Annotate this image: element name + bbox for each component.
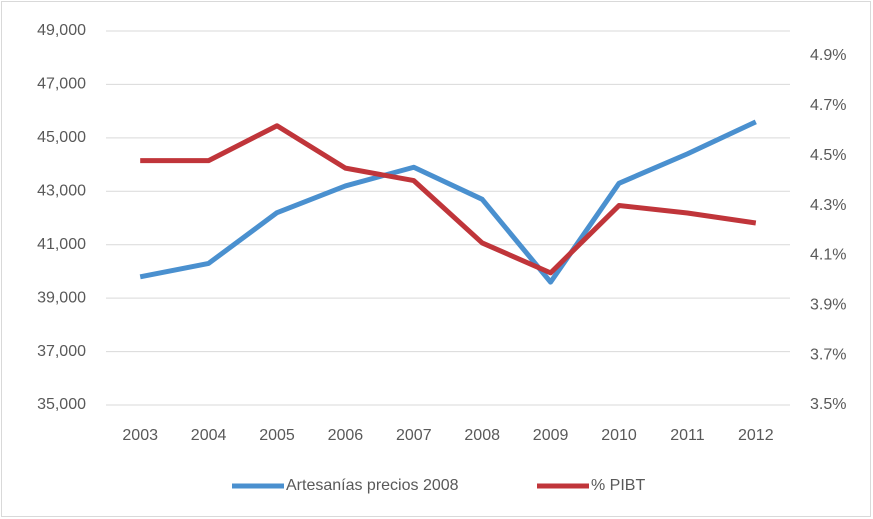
legend-label: Artesanías precios 2008 (286, 477, 459, 494)
x-tick-label: 2012 (738, 427, 774, 444)
y2-tick-label: 4.7% (810, 97, 846, 114)
y-tick-label: 49,000 (37, 22, 86, 39)
y2-tick-label: 4.3% (810, 197, 846, 214)
series-line (140, 123, 757, 276)
x-tick-label: 2008 (464, 427, 500, 444)
y2-tick-label: 3.5% (810, 396, 846, 413)
y2-tick-label: 4.9% (810, 47, 846, 64)
y2-tick-label: 3.9% (810, 296, 846, 313)
x-tick-label: 2004 (191, 427, 227, 444)
x-tick-label: 2011 (670, 427, 705, 444)
x-tick-label: 2009 (533, 427, 569, 444)
series-line (139, 119, 757, 285)
y-tick-label: 37,000 (37, 343, 86, 360)
legend-label: % PIBT (591, 477, 645, 494)
y2-tick-label: 4.5% (810, 147, 846, 164)
y-tick-label: 47,000 (37, 76, 86, 93)
y-tick-label: 39,000 (37, 289, 86, 306)
y-tick-label: 35,000 (37, 396, 86, 413)
y-tick-label: 45,000 (37, 129, 86, 146)
x-tick-label: 2005 (259, 427, 295, 444)
y2-tick-label: 4.1% (810, 247, 846, 264)
x-tick-label: 2006 (328, 427, 364, 444)
x-tick-label: 2007 (396, 427, 432, 444)
y2-tick-label: 3.7% (810, 346, 846, 363)
x-tick-label: 2003 (122, 427, 158, 444)
x-tick-label: 2010 (601, 427, 637, 444)
y-tick-label: 41,000 (37, 236, 86, 253)
y-tick-label: 43,000 (37, 183, 86, 200)
